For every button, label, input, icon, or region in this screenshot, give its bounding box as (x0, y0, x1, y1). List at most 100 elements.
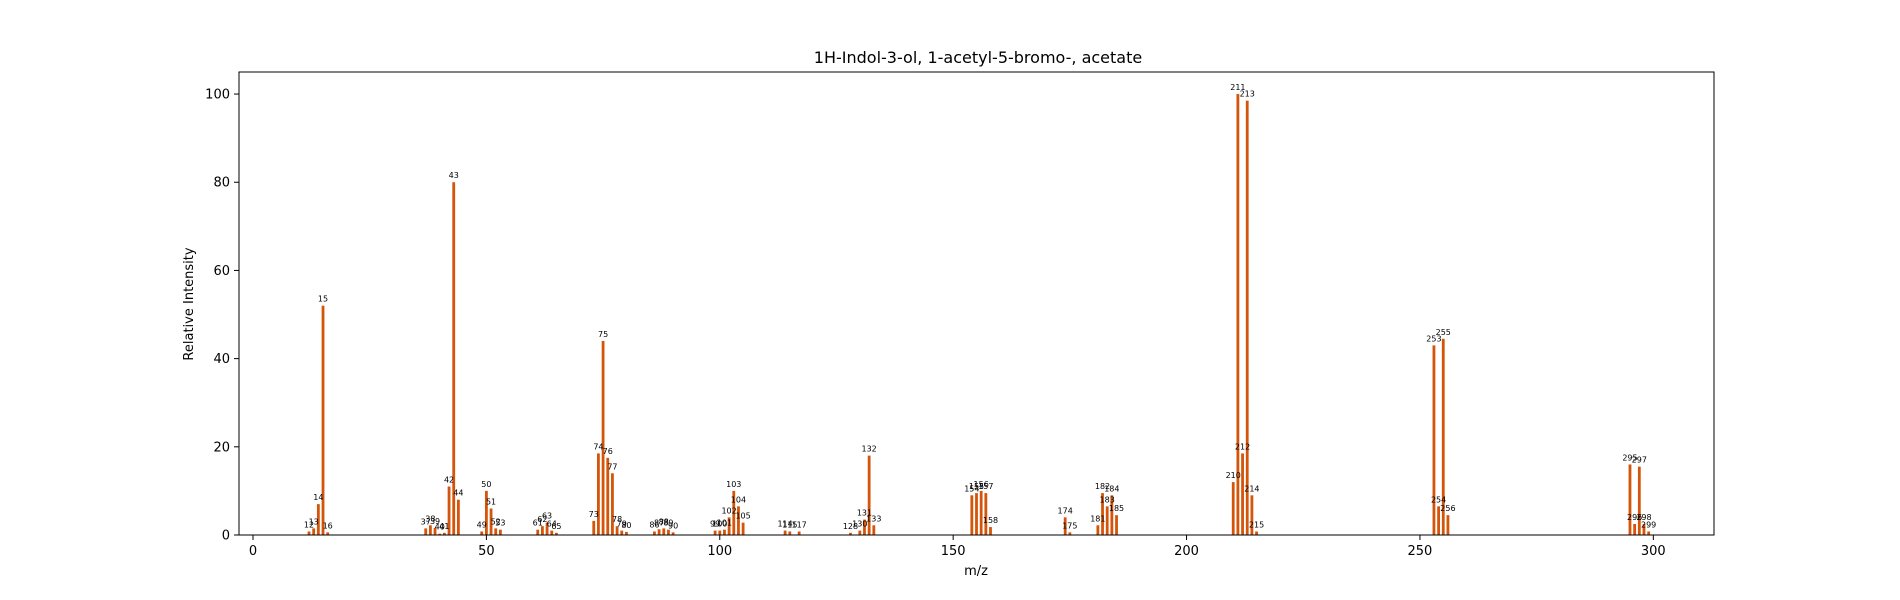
peak-bar-39 (433, 527, 437, 535)
peak-bar-105 (741, 522, 745, 535)
peak-label-298: 298 (1636, 513, 1651, 522)
y-tick-label: 100 (205, 88, 230, 103)
y-tick-label: 20 (213, 440, 230, 455)
x-tick-label: 100 (707, 544, 732, 559)
peak-label-182: 182 (1095, 482, 1110, 491)
peak-bar-154 (970, 495, 974, 535)
peak-label-74: 74 (593, 442, 603, 451)
peak-label-114: 114 (777, 520, 792, 529)
peak-label-130: 130 (852, 520, 867, 529)
peak-bar-155 (975, 493, 978, 535)
peak-bar-211 (1236, 94, 1240, 536)
peak-label-41: 41 (439, 522, 449, 531)
peak-bar-43 (452, 182, 456, 536)
peak-label-100: 100 (712, 520, 727, 529)
peak-label-77: 77 (607, 462, 617, 471)
peak-bar-254 (1437, 506, 1440, 535)
peak-label-105: 105 (735, 512, 750, 521)
peak-bar-49 (480, 531, 484, 535)
x-tick-label: 150 (941, 544, 966, 559)
x-tick-label: 300 (1641, 544, 1666, 559)
peak-label-299: 299 (1641, 520, 1656, 529)
peak-label-156: 156 (974, 480, 989, 489)
peak-label-102: 102 (721, 506, 736, 515)
peak-label-295: 295 (1622, 453, 1637, 462)
peak-bar-99 (713, 530, 717, 535)
peak-bar-41 (442, 532, 446, 535)
peak-label-88: 88 (659, 517, 669, 526)
peak-bar-297 (1637, 466, 1641, 535)
peak-bar-51 (489, 508, 493, 535)
peak-label-14: 14 (313, 493, 323, 502)
peak-label-89: 89 (663, 519, 673, 528)
peak-bar-130 (858, 530, 862, 535)
peak-bar-214 (1250, 495, 1254, 535)
peak-bar-182 (1101, 493, 1104, 535)
peak-bar-212 (1241, 453, 1244, 535)
peak-bar-184 (1110, 495, 1114, 535)
spectrum-bars (307, 94, 1651, 536)
peak-label-99: 99 (710, 520, 720, 529)
peak-label-61: 61 (533, 519, 543, 528)
peak-bar-90 (671, 532, 675, 535)
peak-label-63: 63 (542, 512, 552, 521)
peak-bar-156 (979, 490, 983, 535)
peak-bar-215 (1255, 531, 1258, 535)
peak-bar-255 (1441, 338, 1445, 535)
peak-label-80: 80 (621, 521, 631, 530)
peak-label-181: 181 (1090, 514, 1105, 523)
peak-bar-299 (1647, 531, 1651, 535)
peak-label-155: 155 (969, 482, 984, 491)
peak-label-64: 64 (547, 520, 557, 529)
peak-bar-12 (307, 531, 311, 535)
peak-bar-213 (1245, 100, 1249, 535)
peak-bar-52 (494, 528, 498, 535)
peak-bar-42 (447, 486, 451, 535)
peak-bar-73 (592, 520, 596, 535)
peak-bar-210 (1231, 482, 1235, 535)
peak-label-90: 90 (668, 521, 678, 530)
peak-label-44: 44 (453, 489, 463, 498)
peak-label-65: 65 (551, 522, 561, 531)
y-tick-label: 40 (213, 352, 230, 367)
x-axis-ticks: 0 50 100 150 200 250 300 (249, 535, 1666, 559)
peak-label-128: 128 (843, 522, 858, 531)
peak-label-297: 297 (1632, 456, 1647, 465)
peak-label-87: 87 (654, 518, 664, 527)
peak-bar-64 (550, 530, 554, 535)
peak-bar-158 (989, 527, 992, 535)
peak-bar-88 (662, 528, 666, 535)
y-tick-label: 60 (213, 264, 230, 279)
peak-bar-61 (536, 529, 540, 535)
peak-bar-65 (555, 532, 558, 535)
peak-bar-62 (541, 526, 544, 535)
peak-label-16: 16 (323, 521, 333, 530)
peak-label-212: 212 (1235, 442, 1250, 451)
peak-label-183: 183 (1100, 495, 1115, 504)
peak-bar-181 (1096, 525, 1100, 535)
peak-label-115: 115 (782, 520, 797, 529)
peak-label-175: 175 (1062, 521, 1077, 530)
peak-bar-44 (456, 499, 460, 535)
y-tick-label: 0 (222, 529, 230, 544)
peak-label-154: 154 (964, 484, 979, 493)
x-axis-label: m/z (964, 564, 988, 579)
peak-bar-37 (424, 528, 428, 535)
peak-bar-131 (863, 519, 866, 535)
peak-bar-74 (597, 453, 600, 535)
peak-label-13: 13 (309, 517, 319, 526)
x-tick-label: 50 (478, 544, 495, 559)
peak-label-53: 53 (495, 519, 505, 528)
peak-label-184: 184 (1104, 484, 1119, 493)
peak-bar-174 (1063, 517, 1067, 535)
peak-label-185: 185 (1109, 504, 1124, 513)
peak-bar-104 (737, 506, 740, 535)
peak-bar-114 (783, 530, 787, 535)
peak-label-42: 42 (444, 476, 454, 485)
peak-bar-86 (653, 531, 656, 535)
peak-label-174: 174 (1058, 506, 1073, 515)
peak-bar-183 (1105, 506, 1109, 535)
peak-bar-132 (867, 455, 871, 535)
peak-bar-40 (438, 533, 442, 535)
